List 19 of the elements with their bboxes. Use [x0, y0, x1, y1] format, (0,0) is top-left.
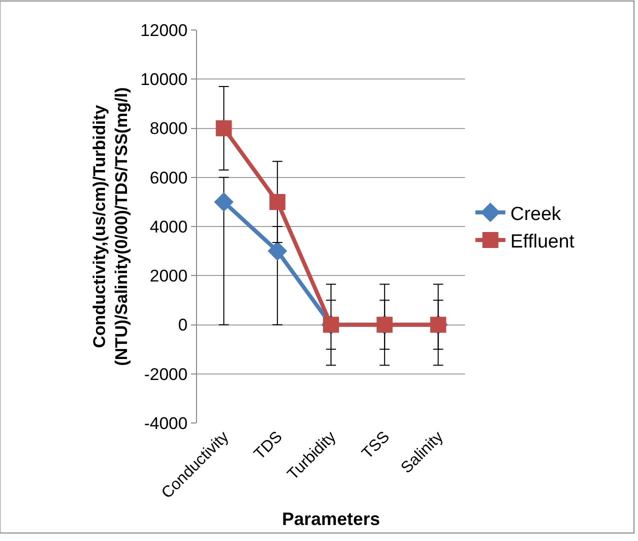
x-tick-label: TSS	[359, 428, 394, 462]
point	[214, 192, 234, 212]
y-tick-label: 0	[178, 316, 188, 335]
point	[269, 194, 286, 210]
y-tick-label: 2000	[150, 266, 188, 286]
legend-label: Effluent	[510, 231, 576, 252]
y-tick-label: -4000	[144, 414, 188, 433]
point	[268, 241, 288, 261]
y-axis-title: Conductivity,(us/cm)/Turbidity (NTU)/Salinity(0/00)/TDS/TSS(mg/l)	[90, 87, 131, 366]
y-tick-label: 12000	[140, 20, 188, 40]
legend-label: Creek	[510, 204, 562, 225]
y-tick-label: 4000	[150, 217, 188, 236]
y-tick-label: 10000	[140, 70, 188, 90]
y-tick-label: 6000	[150, 168, 188, 188]
y-tick-label: -2000	[144, 364, 188, 384]
x-tick-label: TDS	[251, 428, 286, 464]
point	[216, 120, 232, 136]
y-tick-label: 8000	[150, 119, 188, 138]
x-axis-title: Parameters	[282, 509, 380, 529]
